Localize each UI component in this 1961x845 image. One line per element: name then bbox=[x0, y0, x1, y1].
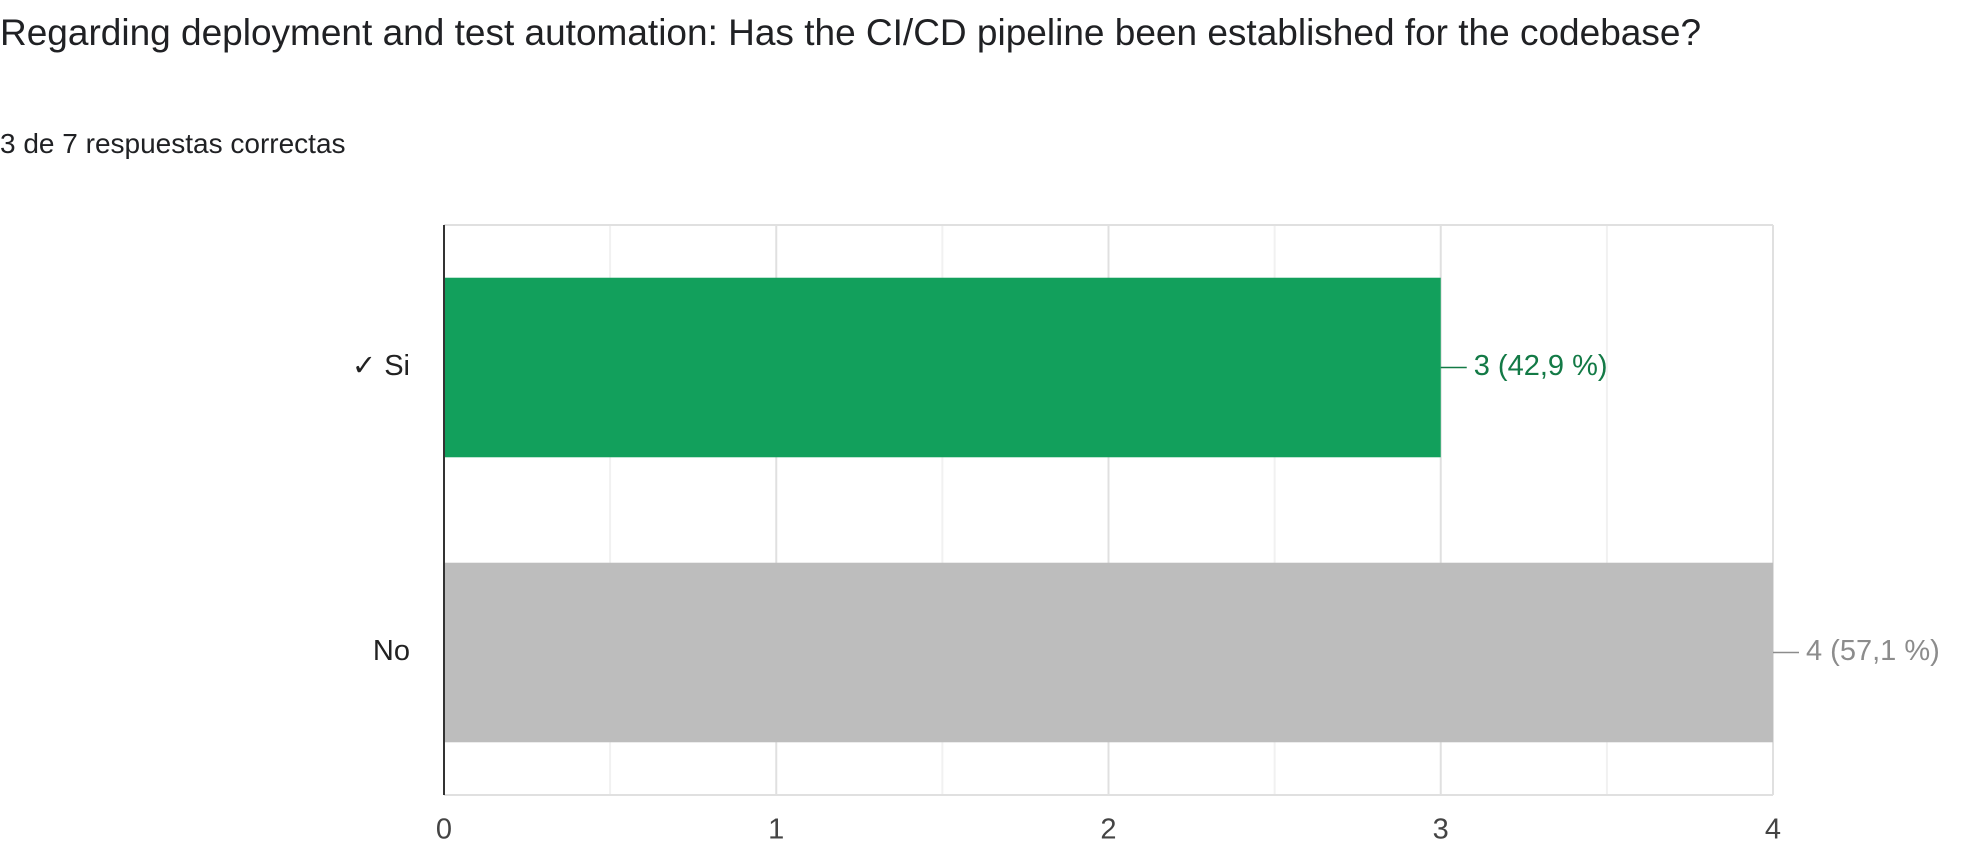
x-tick-label: 3 bbox=[1433, 814, 1449, 845]
x-tick-label: 2 bbox=[1100, 814, 1116, 845]
y-tick-label: ✓ Si bbox=[352, 350, 410, 382]
chart-title: Regarding deployment and test automation… bbox=[0, 12, 1702, 53]
x-tick-label: 0 bbox=[436, 814, 452, 845]
x-tick-label: 1 bbox=[768, 814, 784, 845]
bar bbox=[444, 277, 1441, 458]
value-label: 4 (57,1 %) bbox=[1806, 635, 1940, 667]
chart-subtitle: 3 de 7 respuestas correctas bbox=[0, 128, 346, 159]
x-tick-label: 4 bbox=[1765, 814, 1781, 845]
y-tick-label: No bbox=[373, 635, 410, 667]
bar bbox=[444, 562, 1773, 743]
value-label: 3 (42,9 %) bbox=[1474, 350, 1608, 382]
